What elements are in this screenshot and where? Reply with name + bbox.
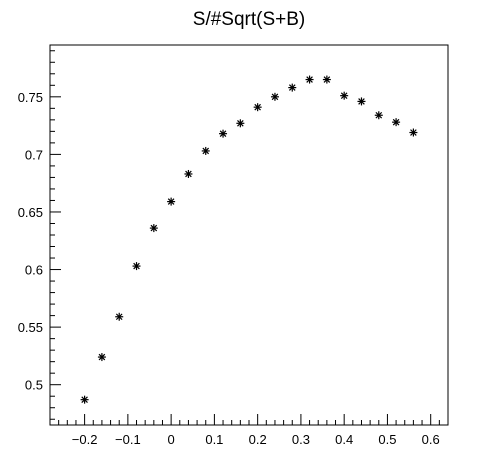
y-tick-label: 0.6	[25, 263, 43, 278]
data-markers	[81, 76, 418, 404]
data-point	[236, 119, 244, 127]
data-point	[375, 111, 383, 119]
data-point	[115, 313, 123, 321]
data-point	[167, 198, 175, 206]
x-tick-label: 0.4	[335, 432, 353, 447]
x-tick-label: 0.5	[378, 432, 396, 447]
y-tick-label: 0.5	[25, 378, 43, 393]
data-point	[202, 147, 210, 155]
data-point	[98, 353, 106, 361]
data-point	[340, 92, 348, 100]
x-axis: −0.2 −0.1 0 0.1 0.2 0.3 0.4 0.5 0.6	[50, 414, 448, 447]
x-tick-label: 0.3	[292, 432, 310, 447]
data-point	[392, 118, 400, 126]
chart-title: S/#Sqrt(S+B)	[193, 9, 305, 30]
x-tick-label: 0.6	[422, 432, 440, 447]
x-tick-label: 0.1	[205, 432, 223, 447]
data-point	[81, 396, 89, 404]
data-point	[219, 130, 227, 138]
plot-frame	[50, 45, 448, 425]
y-tick-label: 0.65	[18, 205, 43, 220]
x-tick-label: −0.2	[72, 432, 98, 447]
data-point	[133, 262, 141, 270]
data-point	[357, 97, 365, 105]
data-point	[409, 129, 417, 137]
data-point	[288, 84, 296, 92]
data-point	[271, 93, 279, 101]
y-axis: 0.5 0.55 0.6 0.65 0.7 0.75	[18, 51, 61, 419]
x-tick-label: −0.1	[115, 432, 141, 447]
x-tick-label: 0.2	[249, 432, 267, 447]
data-point	[184, 170, 192, 178]
x-tick-label: 0	[168, 432, 175, 447]
data-point	[254, 103, 262, 111]
y-tick-label: 0.75	[18, 90, 43, 105]
data-point	[150, 224, 158, 232]
y-tick-label: 0.55	[18, 320, 43, 335]
y-tick-label: 0.7	[25, 147, 43, 162]
data-point	[323, 76, 331, 84]
data-point	[306, 76, 314, 84]
